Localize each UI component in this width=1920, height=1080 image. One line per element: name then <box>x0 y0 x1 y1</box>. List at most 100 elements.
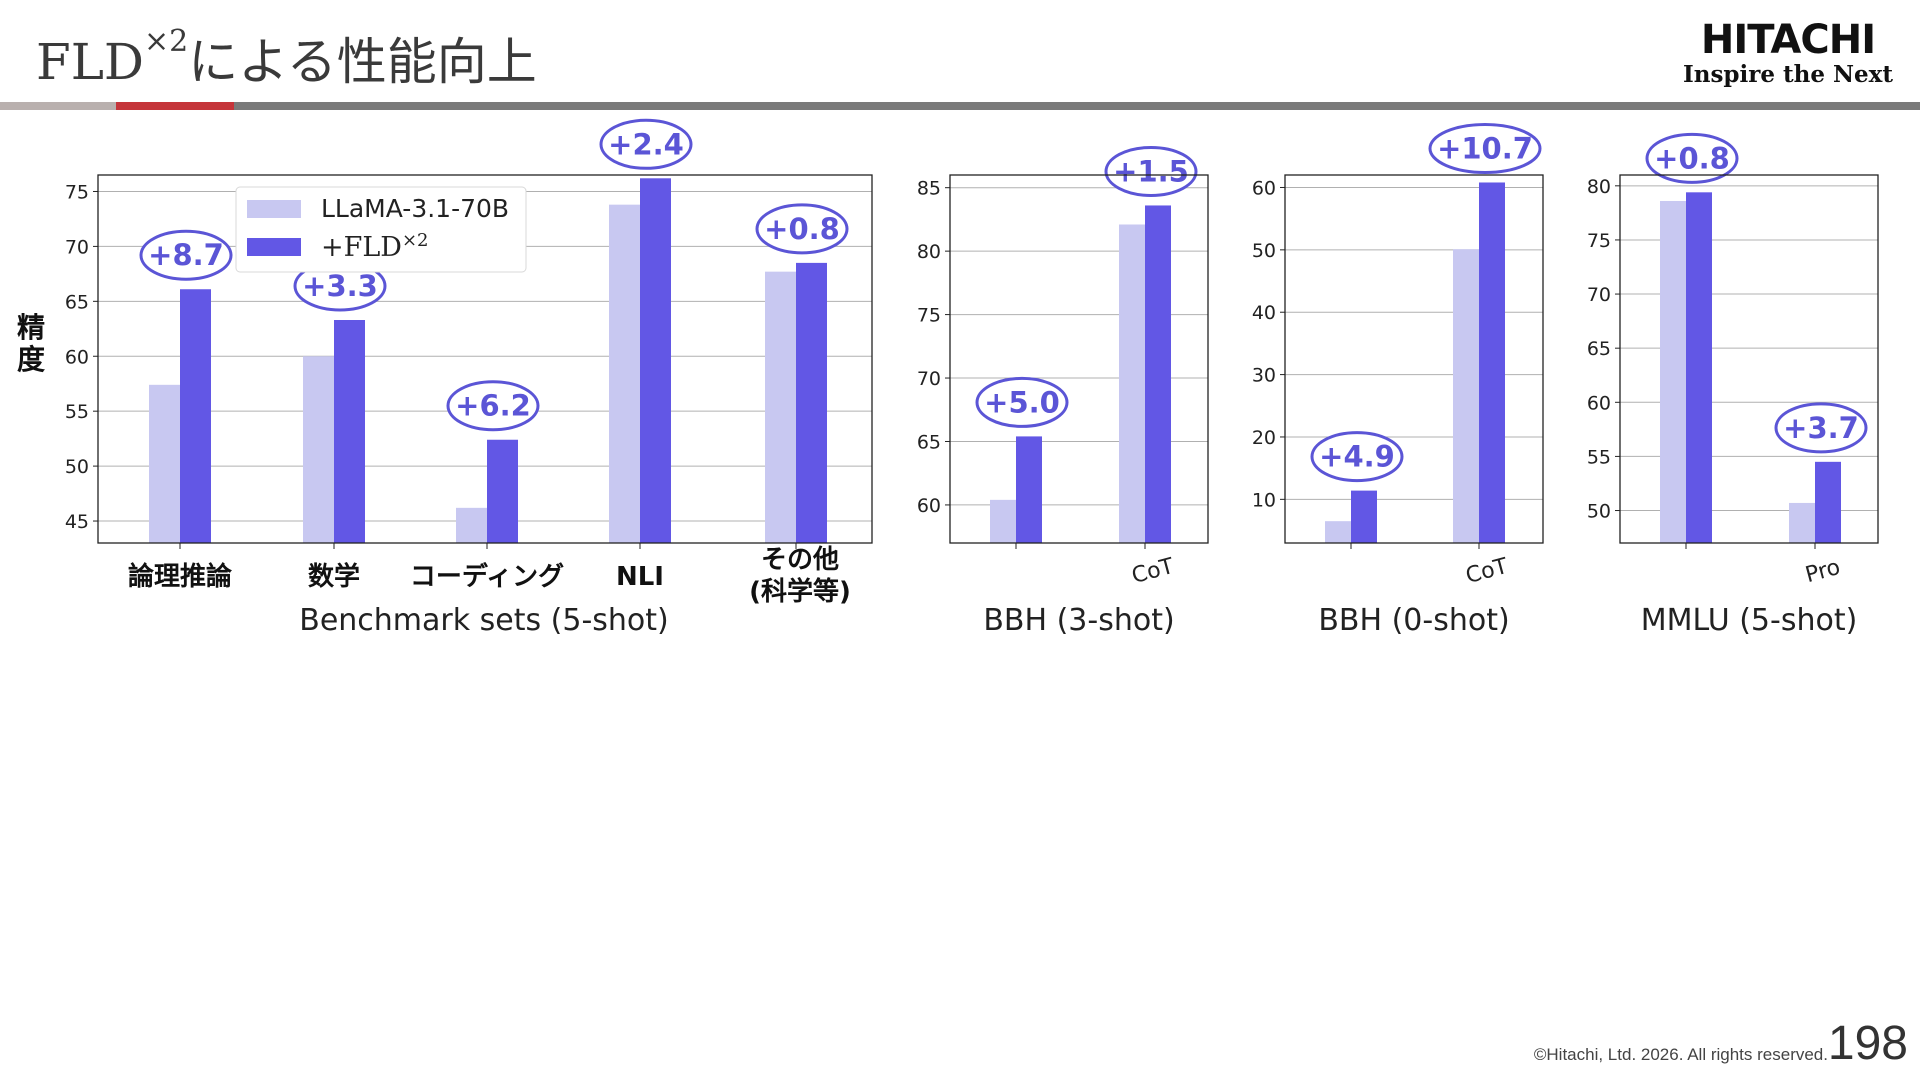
plot-frame <box>949 174 1209 544</box>
y-tick-label: 50 <box>1587 501 1611 523</box>
y-tick-label: 65 <box>65 291 89 313</box>
legend-swatch-base <box>247 200 301 218</box>
y-tick-label: 75 <box>917 305 941 327</box>
bar-fld <box>796 262 827 543</box>
x-axis-label: BBH (0-shot) <box>1318 603 1509 638</box>
annotation-label: +3.7 <box>1783 411 1859 445</box>
annotation-ellipse <box>755 203 849 255</box>
plot-frame <box>97 174 873 544</box>
y-tick-label: 80 <box>917 241 941 263</box>
bar-fld <box>1686 192 1712 544</box>
bar-fld <box>1351 490 1377 543</box>
bar-fld <box>334 320 365 543</box>
legend-swatch-fld <box>247 238 301 256</box>
bar-base <box>1789 502 1815 543</box>
legend-label-base: LLaMA-3.1-70B <box>321 194 509 223</box>
y-tick-label: 60 <box>65 346 89 368</box>
annotation-ellipse <box>1104 145 1198 197</box>
y-tick-label: 10 <box>1252 489 1276 511</box>
category-label: 論理推論 <box>128 561 233 592</box>
annotation-label: +6.2 <box>455 389 531 423</box>
title-rest: による性能向上 <box>188 33 537 91</box>
page-number: 198 <box>1827 1017 1908 1070</box>
annotation-ellipse <box>975 376 1069 428</box>
title-superscript: ×2 <box>143 24 189 59</box>
y-tick-label: 85 <box>917 178 941 200</box>
y-tick-label: 70 <box>1587 284 1611 306</box>
bar-fld <box>180 289 211 543</box>
plot-frame <box>1284 174 1544 544</box>
y-axis-label-char: 度 <box>17 343 45 376</box>
bar-fld <box>487 439 518 543</box>
annotation-ellipse <box>1428 122 1542 174</box>
annotation-ellipse <box>1310 431 1404 483</box>
bar-fld <box>640 178 671 543</box>
bar-fld <box>1016 436 1042 543</box>
x-axis-label: BBH (3-shot) <box>983 603 1174 638</box>
annotation-ellipse <box>139 229 233 281</box>
hitachi-logo: HITACHI Inspire the Next <box>1668 18 1908 88</box>
header-rule <box>0 102 1920 110</box>
annotation-label: +8.7 <box>148 238 224 272</box>
annotation-ellipse <box>1774 402 1868 454</box>
annotation-label: +10.7 <box>1437 131 1533 165</box>
legend: LLaMA-3.1-70B +FLD×2 <box>235 186 527 273</box>
bar-base <box>456 507 487 543</box>
annotation-ellipse <box>1645 132 1739 184</box>
y-tick-label: 60 <box>1587 392 1611 414</box>
bar-base <box>765 271 796 543</box>
annotation-label: +2.4 <box>608 127 684 161</box>
annotation-label: +1.5 <box>1113 154 1189 188</box>
bar-base <box>1660 200 1686 543</box>
bar-fld <box>1145 205 1171 543</box>
category-label: コーディング <box>410 561 564 592</box>
y-tick-label: 55 <box>65 401 89 423</box>
chart-panel-1: 45 50 55 60 65 70 75 +8.7 論理推論 +3.3 数学 +6.2 コーディング +2… <box>65 118 873 638</box>
x-axis-label: Benchmark sets (5-shot) <box>299 603 669 638</box>
y-tick-label: 65 <box>917 431 941 453</box>
y-tick-label: 75 <box>65 181 89 203</box>
logo-wordmark: HITACHI <box>1700 17 1876 63</box>
bar-base <box>1119 224 1145 543</box>
bar-base <box>149 384 180 543</box>
y-tick-label: 65 <box>1587 338 1611 360</box>
annotation-label: +0.8 <box>1654 141 1730 175</box>
y-tick-label: 60 <box>1252 177 1276 199</box>
title-main: FLD <box>36 33 144 91</box>
y-tick-label: 50 <box>65 456 89 478</box>
y-tick-label: 60 <box>917 495 941 517</box>
category-label: 数学 <box>308 561 360 592</box>
category-label: Pro <box>1803 555 1843 588</box>
bar-base <box>303 356 334 543</box>
bar-base <box>1325 521 1351 543</box>
y-tick-label: 50 <box>1252 240 1276 262</box>
annotation-label: +5.0 <box>984 385 1060 419</box>
annotation-ellipse <box>446 380 540 432</box>
chart-figure: 45 50 55 60 65 70 75 +8.7 論理推論 +3.3 数学 +6.2 コーディング +2… <box>17 118 1879 638</box>
x-axis-label: MMLU (5-shot) <box>1641 603 1858 638</box>
y-tick-label: 30 <box>1252 365 1276 387</box>
annotation-label: +4.9 <box>1319 440 1395 474</box>
bar-fld <box>1479 182 1505 543</box>
y-tick-label: 45 <box>65 511 89 533</box>
chart-panel-2: 60 65 70 75 80 85 +5.0 +1.5 CoT BBH (3-shot) <box>917 145 1209 638</box>
header-rule-gray-segment <box>0 102 116 110</box>
category-label: NLI <box>616 562 664 592</box>
chart-panel-3: 10 20 30 40 50 60 +4.9 +10.7 CoT BBH (0-shot) <box>1252 122 1544 638</box>
legend-label-fld: +FLD×2 <box>321 230 428 263</box>
bar-base <box>609 204 640 543</box>
bar-base <box>1453 249 1479 543</box>
annotation-ellipse <box>599 118 693 170</box>
y-tick-label: 40 <box>1252 302 1276 324</box>
slide-title: FLD×2による性能向上 <box>36 22 537 94</box>
category-label: CoT <box>1463 554 1511 589</box>
bar-fld <box>1815 461 1841 543</box>
y-axis-label-char: 精 <box>17 311 45 344</box>
annotation-label: +3.3 <box>302 269 378 303</box>
chart-panel-4: 50 55 60 65 70 75 80 +0.8 +3.7 Pro MMLU (5-shot) <box>1587 132 1879 638</box>
y-tick-label: 70 <box>65 236 89 258</box>
logo-tagline: Inspire the Next <box>1683 61 1893 88</box>
category-label: その他 <box>761 545 839 575</box>
y-tick-label: 70 <box>917 368 941 390</box>
bar-base <box>990 499 1016 543</box>
